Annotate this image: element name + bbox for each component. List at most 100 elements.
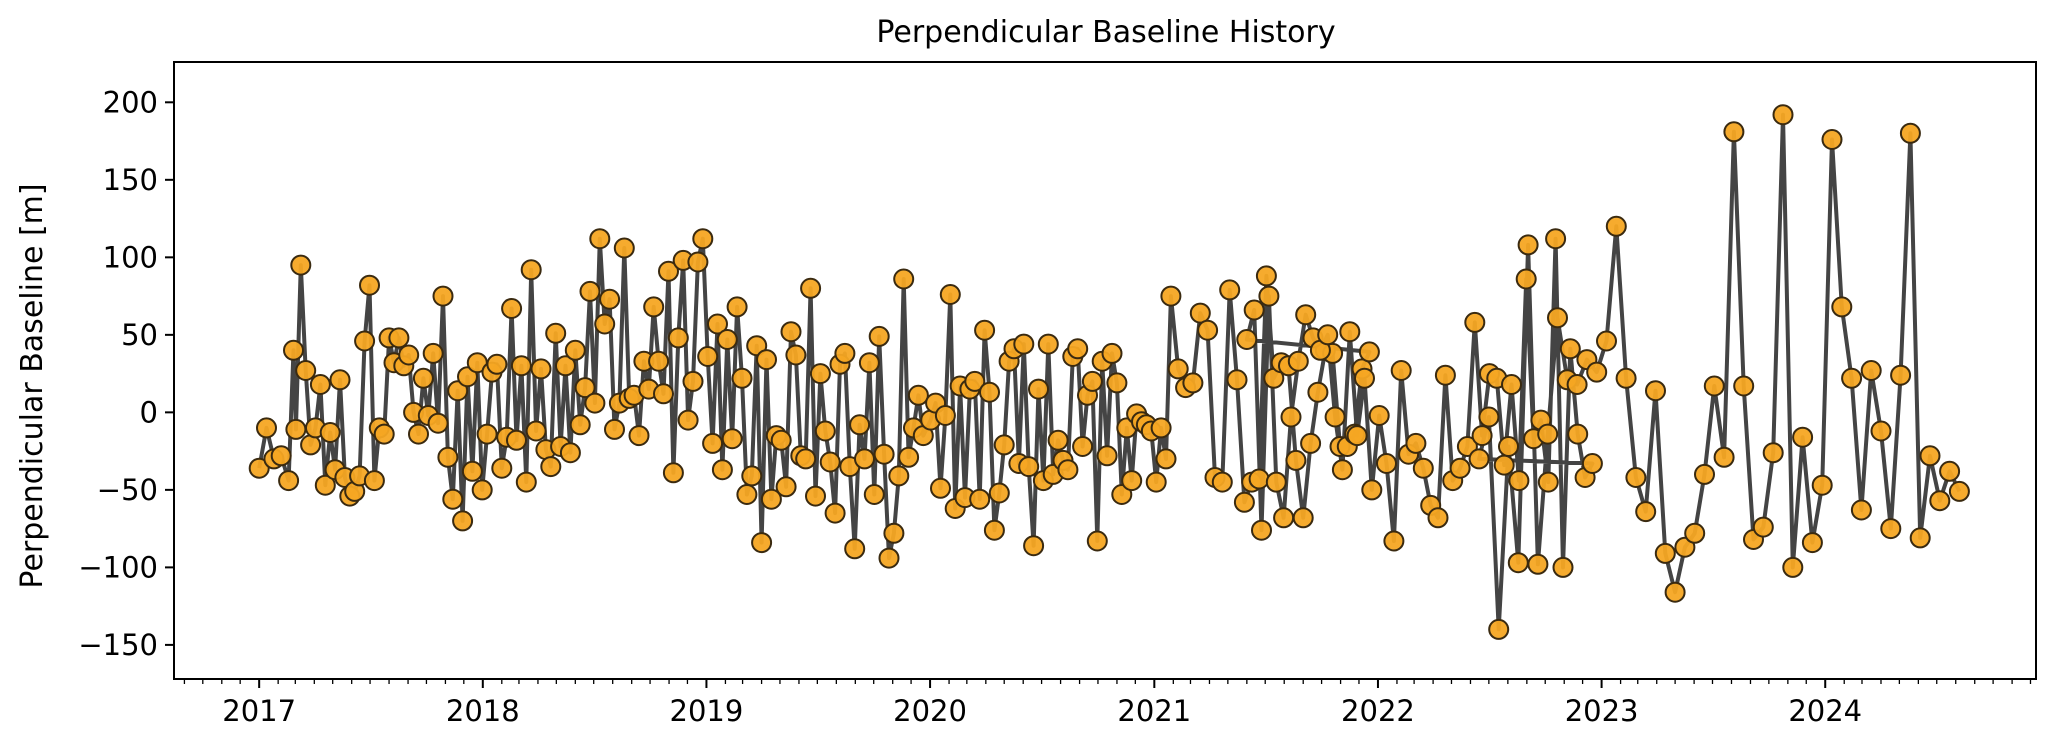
data-point: [555, 355, 576, 377]
data-point: [1501, 374, 1522, 395]
data-point: [648, 350, 670, 372]
data-point: [447, 380, 469, 402]
x-tick-label: 2023: [1565, 694, 1639, 728]
data-point: [1507, 552, 1529, 574]
data-point: [1248, 468, 1270, 490]
data-point: [1023, 535, 1045, 557]
data-point: [1368, 405, 1390, 426]
data-point: [283, 339, 304, 361]
data-point: [412, 367, 434, 389]
data-point: [883, 522, 905, 544]
data-point: [1273, 507, 1295, 529]
data-point: [1515, 268, 1537, 290]
data-point: [1625, 467, 1647, 488]
data-point: [1635, 501, 1657, 523]
data-point: [898, 446, 920, 468]
data-point: [824, 502, 846, 524]
data-point: [682, 370, 704, 392]
data-point: [285, 418, 307, 440]
data-point: [1233, 491, 1255, 513]
y-tick-label: −50: [97, 473, 158, 507]
data-point: [993, 434, 1015, 456]
data-point: [1850, 499, 1872, 521]
data-point: [1047, 429, 1069, 451]
data-point: [1167, 358, 1189, 380]
data-point: [1948, 480, 1970, 502]
data-point: [1792, 426, 1814, 448]
data-point: [1733, 375, 1755, 397]
data-point: [751, 532, 773, 554]
data-point: [1236, 329, 1258, 350]
data-point: [1468, 448, 1490, 470]
data-point: [1752, 516, 1774, 538]
data-point: [1811, 474, 1833, 496]
data-point: [1929, 490, 1951, 512]
data-point: [834, 342, 856, 364]
data-point: [1383, 530, 1405, 552]
y-tick-label: 100: [103, 240, 158, 274]
data-point: [726, 296, 748, 318]
data-point: [1899, 122, 1921, 144]
data-point: [1586, 361, 1608, 383]
data-point: [309, 374, 331, 395]
data-point: [893, 268, 915, 290]
data-point: [1331, 459, 1353, 481]
data-point: [1471, 425, 1493, 447]
data-point: [1860, 360, 1882, 381]
data-point: [1155, 448, 1177, 470]
data-point: [1287, 350, 1309, 372]
y-tick-label: −100: [78, 550, 158, 584]
data-point: [770, 429, 792, 451]
data-point: [1427, 507, 1449, 529]
data-point: [564, 339, 586, 361]
data-point: [716, 329, 738, 350]
data-point: [1361, 479, 1383, 501]
data-point: [248, 457, 270, 479]
data-point: [628, 425, 650, 447]
data-point: [731, 367, 753, 389]
data-point: [1772, 104, 1794, 126]
data-point: [1390, 360, 1412, 381]
data-point: [662, 462, 684, 484]
data-point: [1226, 369, 1248, 391]
data-point: [1189, 302, 1211, 324]
x-tick-label: 2017: [222, 694, 296, 728]
data-point: [653, 383, 674, 405]
data-point: [785, 344, 807, 366]
data-point: [814, 420, 836, 442]
data-point: [1493, 454, 1515, 476]
data-point: [1449, 457, 1471, 479]
data-point: [1150, 417, 1172, 439]
data-point: [1537, 423, 1559, 445]
data-point: [1581, 453, 1603, 474]
data-point: [741, 465, 763, 487]
data-point: [1013, 333, 1035, 355]
data-point: [520, 259, 542, 281]
data-point: [756, 349, 777, 371]
data-point: [295, 360, 317, 381]
data-point: [1197, 319, 1219, 341]
data-point: [800, 277, 822, 299]
data-point: [934, 405, 956, 426]
y-tick-label: −150: [78, 628, 158, 662]
data-point: [930, 477, 951, 499]
data-point: [408, 423, 429, 445]
data-point: [486, 353, 508, 375]
data-point: [442, 488, 464, 510]
data-point: [697, 346, 719, 367]
data-point: [809, 363, 831, 385]
data-point: [702, 432, 724, 454]
data-point: [1684, 522, 1706, 544]
data-point: [1295, 304, 1317, 326]
data-point: [707, 313, 728, 335]
data-point: [373, 423, 395, 445]
data-point: [1723, 121, 1745, 143]
data-point: [422, 342, 444, 364]
x-tick-label: 2021: [1117, 694, 1191, 728]
data-point: [594, 313, 616, 335]
data-point: [988, 482, 1010, 504]
data-point: [1018, 456, 1040, 478]
chart-title: Perpendicular Baseline History: [876, 15, 1335, 50]
data-point: [1567, 423, 1589, 445]
